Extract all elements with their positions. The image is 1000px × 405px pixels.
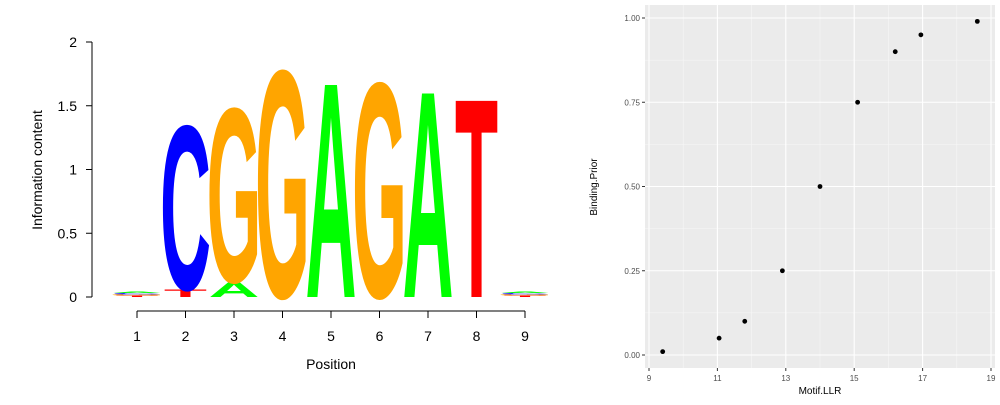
- logo-letter-g-pos-1: G: [110, 294, 165, 296]
- logo-x-tick-label: 5: [327, 328, 335, 344]
- logo-letter-t-pos-2: T: [164, 287, 207, 299]
- logo-y-tick-label: 1.5: [58, 98, 78, 114]
- scatter-x-tick-label: 15: [850, 374, 859, 383]
- logo-letter-t-pos-9: T: [503, 295, 546, 297]
- scatter-points: [660, 18, 980, 355]
- scatter-y-tick-label: 0.00: [624, 351, 640, 360]
- logo-x-tick-label: 7: [424, 328, 432, 344]
- scatter-x-tick-label: 13: [781, 374, 790, 383]
- logo-y-tick-label: 1: [69, 162, 77, 178]
- scatter-point: [817, 184, 823, 189]
- logo-x-axis-title: Position: [306, 356, 356, 372]
- scatter-x-axis-title: Motif.LLR: [799, 386, 842, 397]
- scatter-x-tick-label: 11: [713, 374, 722, 383]
- scatter-point: [855, 99, 861, 105]
- scatter-point: [660, 349, 666, 355]
- scatter-point: [892, 49, 898, 55]
- logo-letter-a-pos-5: A: [306, 20, 357, 363]
- scatter-y-tick-label: 0.25: [624, 267, 640, 276]
- logo-letter-t-pos-8: T: [455, 40, 498, 358]
- scatter-y-tick-label: 1.00: [624, 14, 640, 23]
- logo-letter-c-pos-2: C: [160, 77, 211, 340]
- scatter-point: [742, 318, 748, 324]
- logo-x-tick-label: 3: [230, 328, 238, 344]
- logo-letter-a-pos-1: A: [112, 292, 163, 294]
- logo-letter-g-pos-3: G: [207, 56, 262, 335]
- logo-letter-a-pos-7: A: [403, 29, 454, 361]
- logo-x-tick-label: 2: [182, 328, 190, 344]
- logo-x-tick-label: 9: [521, 328, 529, 344]
- scatter-x-tick-label: 19: [987, 374, 996, 383]
- scatter-y-ticks: 0.00 0.25 0.50 0.75 1.00: [624, 14, 645, 360]
- logo-y-tick-label: 2: [69, 34, 77, 50]
- scatter-point: [918, 32, 924, 38]
- scatter-point: [779, 268, 785, 274]
- scatter-x-tick-label: 17: [918, 374, 927, 383]
- logo-letter-g-pos-9: G: [498, 294, 553, 296]
- scatter-y-tick-label: 0.75: [624, 98, 640, 107]
- logo-x-tick-label: 8: [473, 328, 481, 344]
- scatter-y-axis-title: Binding.Prior: [589, 158, 600, 216]
- logo-letter-a-pos-9: A: [500, 292, 551, 294]
- scatter-x-ticks: 9 11 13 15 17 19: [647, 368, 996, 383]
- scatter-x-tick-label: 9: [647, 374, 652, 383]
- logo-y-tick-label: 0: [69, 289, 77, 305]
- logo-letter-g-pos-6: G: [352, 20, 407, 363]
- logo-letter-c-pos-1: C: [112, 293, 163, 295]
- scatter-chart: 0.00 0.25 0.50 0.75 1.00 9 11 13 15 17 19 Motif.L…: [570, 0, 1000, 400]
- scatter-y-tick-label: 0.50: [624, 183, 640, 192]
- logo-x-tick-label: 1: [133, 328, 141, 344]
- logo-y-ticks: 0 0.5 1 1.5 2: [58, 34, 92, 305]
- scatter-point: [974, 18, 980, 24]
- logo-x-ticks: 1 2 3 4 5 6 7 8 9: [133, 311, 529, 344]
- logo-x-tick-label: 6: [376, 328, 384, 344]
- logo-letter-c-pos-9: C: [500, 293, 551, 295]
- logo-letter-g-pos-4: G: [255, 3, 310, 367]
- scatter-point: [716, 335, 722, 341]
- scatter-svg: 0.00 0.25 0.50 0.75 1.00 9 11 13 15 17 19 Motif.L…: [589, 5, 996, 397]
- logo-x-tick-label: 4: [279, 328, 287, 344]
- logo-y-axis-title: Information content: [29, 110, 45, 230]
- logo-letter-t-pos-1: T: [115, 295, 158, 297]
- logo-letter-a-pos-3: A: [209, 278, 260, 302]
- logo-y-tick-label: 0.5: [58, 225, 78, 241]
